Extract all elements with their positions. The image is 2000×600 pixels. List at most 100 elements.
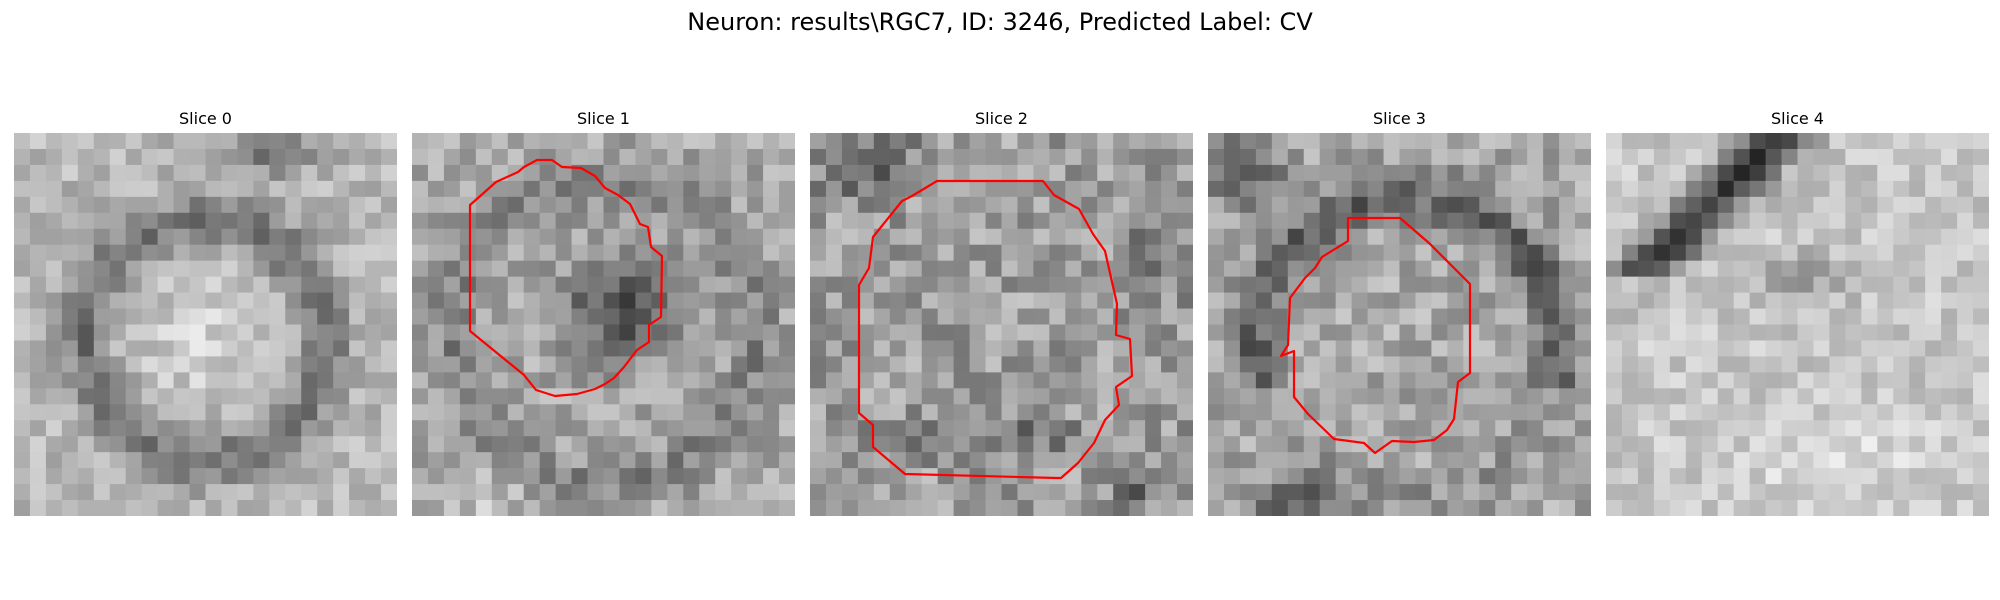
pixel-cell [1463, 340, 1480, 358]
pixel-cell [205, 404, 223, 421]
pixel-cell [221, 356, 239, 373]
pixel-cell [1303, 372, 1321, 389]
pixel-cell [14, 292, 31, 310]
pixel-cell [1255, 388, 1273, 405]
pixel-cell [1463, 500, 1480, 516]
pixel-cell [1685, 468, 1703, 485]
pixel-cell [1447, 308, 1464, 326]
pixel-cell [1606, 452, 1623, 469]
pixel-cell [969, 133, 987, 150]
pixel-cell [953, 388, 971, 405]
pixel-cell [1575, 356, 1591, 373]
pixel-cell [1223, 404, 1241, 421]
pixel-cell [1303, 404, 1321, 421]
pixel-cell [619, 133, 637, 150]
pixel-cell [1669, 133, 1687, 150]
pixel-cell [825, 148, 843, 166]
pixel-cell [109, 276, 127, 294]
pixel-cell [1606, 133, 1623, 150]
pixel-cell [889, 324, 907, 342]
pixel-cell [381, 436, 397, 453]
pixel-cell [1893, 468, 1910, 485]
pixel-cell [141, 340, 159, 358]
pixel-cell [985, 164, 1003, 182]
pixel-cell [889, 148, 907, 166]
pixel-cell [1781, 500, 1799, 516]
pixel-cell [1813, 228, 1831, 246]
pixel-cell [857, 324, 875, 342]
pixel-cell [1717, 340, 1735, 358]
pixel-cell [173, 276, 191, 294]
pixel-cell [1669, 500, 1687, 516]
pixel-cell [731, 468, 748, 485]
pixel-cell [1717, 484, 1735, 501]
pixel-cell [349, 420, 366, 437]
pixel-cell [1399, 133, 1417, 150]
pixel-cell [1065, 164, 1082, 182]
pixel-cell [1113, 196, 1130, 214]
pixel-cell [1765, 436, 1783, 453]
pixel-cell [61, 420, 79, 437]
pixel-cell [810, 164, 827, 182]
pixel-cell [189, 372, 207, 389]
pixel-cell [125, 324, 143, 342]
pixel-cell [1925, 292, 1942, 310]
pixel-cell [731, 388, 748, 405]
pixel-cell [365, 340, 382, 358]
pixel-cell [763, 420, 780, 437]
pixel-cell [93, 372, 111, 389]
pixel-cell [1208, 276, 1225, 294]
pixel-cell [141, 436, 159, 453]
pixel-cell [1575, 196, 1591, 214]
pixel-cell [1161, 404, 1178, 421]
pixel-cell [1861, 228, 1878, 246]
pixel-cell [1399, 148, 1417, 166]
pixel-cell [1575, 308, 1591, 326]
pixel-cell [1733, 420, 1751, 437]
pixel-cell [1797, 196, 1815, 214]
pixel-cell [1653, 228, 1671, 246]
pixel-cell [381, 133, 397, 150]
pixel-cell [763, 500, 780, 516]
pixel-cell [1543, 133, 1560, 150]
pixel-cell [93, 452, 111, 469]
pixel-cell [635, 196, 652, 214]
pixel-cell [1621, 420, 1639, 437]
pixel-cell [555, 484, 573, 501]
pixel-cell [301, 228, 318, 246]
pixel-cell [1685, 308, 1703, 326]
pixel-cell [29, 436, 47, 453]
pixel-cell [635, 308, 652, 326]
pixel-cell [1367, 260, 1385, 278]
pixel-cell [221, 388, 239, 405]
pixel-cell [237, 484, 254, 501]
pixel-cell [1479, 133, 1496, 150]
pixel-cell [1097, 500, 1114, 516]
pixel-cell [715, 276, 732, 294]
pixel-cell [1049, 276, 1066, 294]
pixel-cell [905, 260, 923, 278]
pixel-cell [683, 308, 700, 326]
pixel-cell [333, 340, 350, 358]
pixel-cell [1081, 372, 1098, 389]
pixel-cell [1208, 228, 1225, 246]
pixel-cell [1415, 196, 1433, 214]
pixel-cell [1575, 164, 1591, 182]
pixel-cell [1065, 404, 1082, 421]
pixel-cell [141, 276, 159, 294]
pixel-cell [427, 196, 445, 214]
pixel-cell [1319, 292, 1337, 310]
pixel-cell [1415, 340, 1433, 358]
pixel-cell [889, 388, 907, 405]
pixel-cell [61, 196, 79, 214]
pixel-cell [699, 260, 716, 278]
pixel-cell [1255, 180, 1273, 198]
pixel-cell [603, 212, 621, 230]
pixel-cell [443, 484, 461, 501]
pixel-cell [683, 468, 700, 485]
pixel-cell [237, 468, 254, 485]
pixel-cell [157, 340, 175, 358]
pixel-cell [1017, 356, 1035, 373]
pixel-cell [1861, 500, 1878, 516]
pixel-cell [1383, 308, 1401, 326]
